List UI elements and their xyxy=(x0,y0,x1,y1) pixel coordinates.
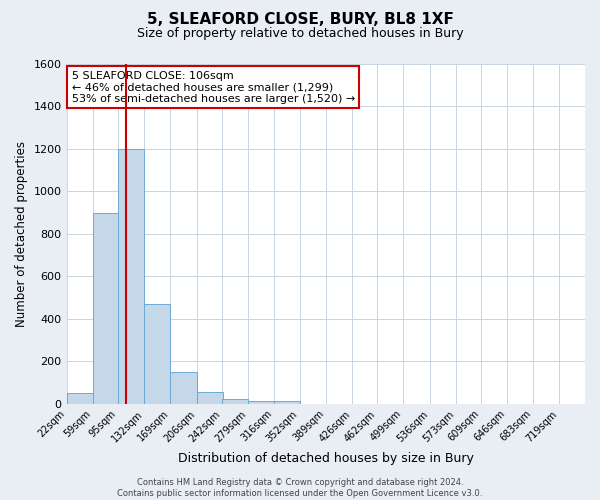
Bar xyxy=(274,400,301,404)
Bar xyxy=(248,400,274,404)
Text: Contains HM Land Registry data © Crown copyright and database right 2024.
Contai: Contains HM Land Registry data © Crown c… xyxy=(118,478,482,498)
Bar xyxy=(222,398,248,404)
Text: 5 SLEAFORD CLOSE: 106sqm
← 46% of detached houses are smaller (1,299)
53% of sem: 5 SLEAFORD CLOSE: 106sqm ← 46% of detach… xyxy=(72,71,355,104)
Bar xyxy=(197,392,223,404)
Bar xyxy=(170,372,197,404)
Bar xyxy=(144,304,170,404)
Text: 5, SLEAFORD CLOSE, BURY, BL8 1XF: 5, SLEAFORD CLOSE, BURY, BL8 1XF xyxy=(146,12,454,28)
Bar xyxy=(67,394,92,404)
Text: Size of property relative to detached houses in Bury: Size of property relative to detached ho… xyxy=(137,28,463,40)
X-axis label: Distribution of detached houses by size in Bury: Distribution of detached houses by size … xyxy=(178,452,474,465)
Y-axis label: Number of detached properties: Number of detached properties xyxy=(15,141,28,327)
Bar xyxy=(92,212,119,404)
Bar xyxy=(118,149,144,404)
